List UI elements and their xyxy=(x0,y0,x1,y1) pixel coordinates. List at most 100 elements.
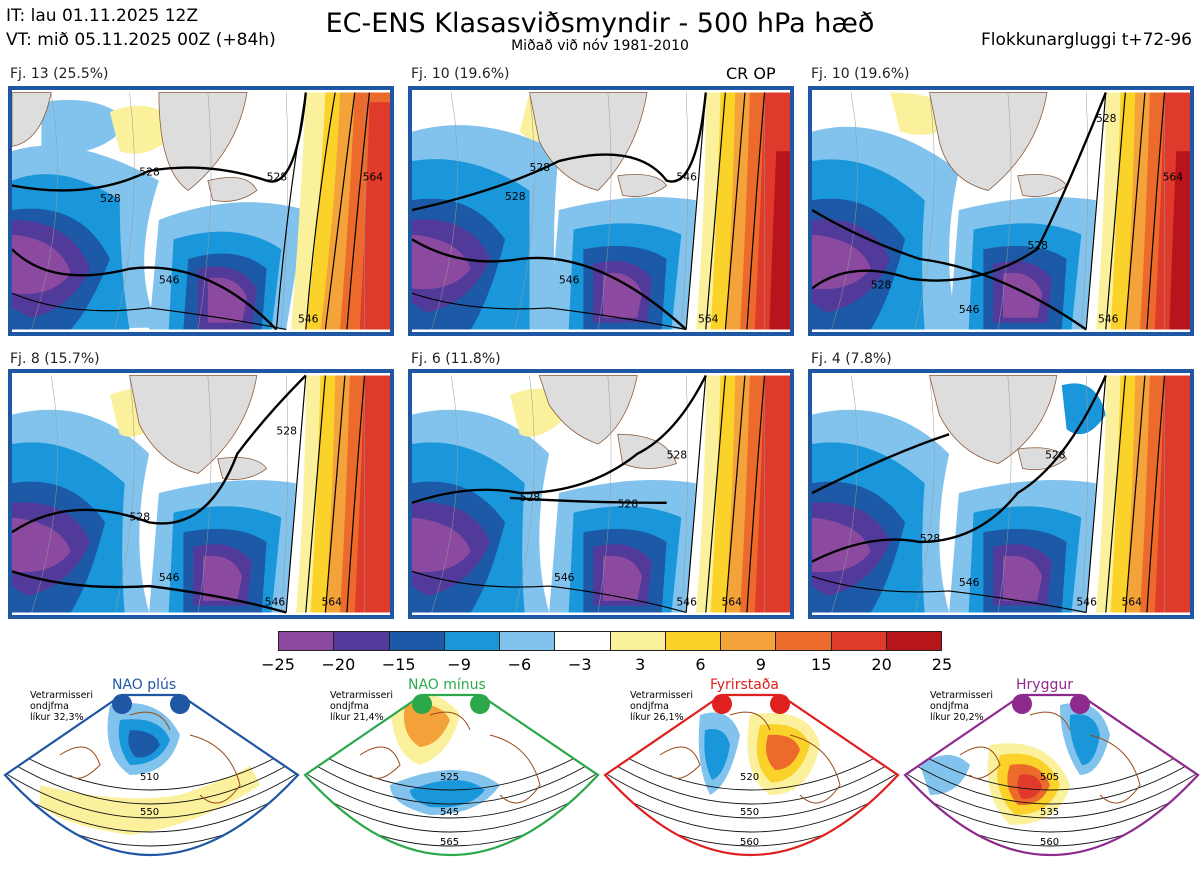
height-contour xyxy=(746,92,766,330)
contour-label: 546 xyxy=(159,273,180,286)
colorbar-tick-label: 15 xyxy=(811,655,832,674)
colorbar-tick-label: −3 xyxy=(568,655,592,674)
graticule-line xyxy=(681,375,689,613)
anomaly-shading xyxy=(359,102,390,330)
regime-panel: NAO mínus Vetrarmisseri ondjfma líkur 21,4… xyxy=(300,675,600,871)
height-contour xyxy=(1085,375,1107,613)
regime-note: Vetrarmisseri ondjfma líkur 32,3% xyxy=(30,690,93,723)
graticule-line xyxy=(514,92,535,330)
contour-label: 528 xyxy=(505,190,526,203)
regime-contour-label: 545 xyxy=(440,807,459,818)
regime-note-line: líkur 26,1% xyxy=(630,712,684,723)
cluster-map: 528 528 546 546 564 xyxy=(412,92,790,331)
contour-label: 564 xyxy=(698,313,719,326)
cluster-map-panel: 528 528 546 546 564 xyxy=(808,369,1194,619)
regime-contour xyxy=(905,758,1198,805)
regime-note: Vetrarmisseri ondjfma líkur 21,4% xyxy=(330,690,393,723)
anomaly-shading xyxy=(12,517,71,573)
regime-contour-label: 565 xyxy=(440,837,459,848)
regime-contour xyxy=(605,857,898,871)
regime-anomaly xyxy=(1017,774,1042,800)
regime-contour xyxy=(605,758,898,805)
panel-label: Fj. 10 (19.6%) xyxy=(411,66,510,82)
colorbar-tick-label: 25 xyxy=(931,655,953,674)
contour-label: 528 xyxy=(530,161,551,174)
height-contour xyxy=(305,92,336,330)
graticule-line xyxy=(681,92,689,330)
regime-contour xyxy=(605,744,898,791)
regime-title: NAO mínus xyxy=(408,677,486,693)
control-run-badge: CR OP xyxy=(726,64,776,83)
cluster-map: 528 528 546 546 564 xyxy=(12,374,390,614)
land-area xyxy=(929,375,1058,465)
colorbar-tick-label: 6 xyxy=(695,655,706,674)
graticule-line xyxy=(1081,92,1089,330)
contour-label: 528 xyxy=(267,171,288,184)
initial-time: IT: lau 01.11.2025 12Z xyxy=(6,6,198,26)
anomaly-shading xyxy=(202,555,243,601)
contour-label: 528 xyxy=(520,491,541,504)
regime-anomaly xyxy=(1069,714,1100,765)
height-contour xyxy=(305,375,326,613)
contour-label: 546 xyxy=(559,273,580,286)
regime-dot xyxy=(412,694,432,714)
regime-note-line: líkur 20,2% xyxy=(930,712,984,723)
anomaly-shading xyxy=(207,277,248,323)
colorbar-segment xyxy=(334,632,390,650)
height-contour xyxy=(509,496,667,504)
height-contour xyxy=(12,248,278,331)
land-area xyxy=(538,375,638,445)
contour-label: 528 xyxy=(1027,239,1048,252)
regime-dot xyxy=(1070,694,1090,714)
cluster-map: 528 528 546 546 564 xyxy=(812,375,1190,614)
height-contour xyxy=(724,375,746,613)
regime-contour xyxy=(605,772,898,819)
colorbar-segment xyxy=(831,632,887,650)
regime-note-line: Vetrarmisseri xyxy=(630,690,693,701)
height-contour xyxy=(346,92,371,330)
regime-dot xyxy=(112,694,132,714)
regime-note-line: ondjfma xyxy=(30,701,69,712)
contour-label: 546 xyxy=(298,313,319,326)
contour-label: 564 xyxy=(363,171,384,184)
regime-contour xyxy=(305,772,598,819)
cluster-map: 528 528 528 546 546 564 xyxy=(412,374,790,614)
regime-anomaly xyxy=(128,730,160,758)
height-contour xyxy=(812,575,1087,614)
regime-coastline xyxy=(659,711,841,804)
colorbar-tick-label: −25 xyxy=(261,655,295,674)
contour-label: 528 xyxy=(1045,449,1066,462)
colorbar-segment xyxy=(721,632,777,650)
colorbar-segment xyxy=(555,632,611,650)
anomaly-shading xyxy=(1169,151,1190,330)
regime-contour xyxy=(305,857,598,871)
graticule-line xyxy=(197,375,212,613)
contour-label: 564 xyxy=(721,596,742,609)
height-contour xyxy=(705,92,726,330)
height-contour xyxy=(412,238,687,331)
panel-label: Fj. 10 (19.6%) xyxy=(811,66,910,82)
land-area xyxy=(929,92,1048,191)
graticule-line xyxy=(597,92,612,330)
regime-contour xyxy=(5,857,298,871)
graticule-line xyxy=(31,92,58,330)
height-contour xyxy=(346,375,366,613)
height-contour xyxy=(12,374,307,534)
regime-title: NAO plús xyxy=(112,677,177,693)
height-contour xyxy=(1105,375,1126,613)
land-area xyxy=(617,174,668,197)
regime-anomaly xyxy=(704,729,730,780)
anomaly-shading xyxy=(41,99,130,154)
regime-contour xyxy=(5,786,298,833)
colorbar-tick-label: −9 xyxy=(447,655,471,674)
regime-anomaly xyxy=(40,765,260,835)
graticule-line xyxy=(597,375,612,613)
land-area xyxy=(1017,447,1068,471)
contour-label: 546 xyxy=(1076,596,1097,609)
land-area xyxy=(617,433,677,469)
height-contour xyxy=(412,92,707,212)
contour-label: 528 xyxy=(130,510,151,523)
regime-panel: Hryggur Vetrarmisseri ondjfma líkur 20,2% 5… xyxy=(900,675,1200,871)
panel-label: Fj. 4 (7.8%) xyxy=(811,351,892,367)
regime-contour-label: 550 xyxy=(740,807,759,818)
